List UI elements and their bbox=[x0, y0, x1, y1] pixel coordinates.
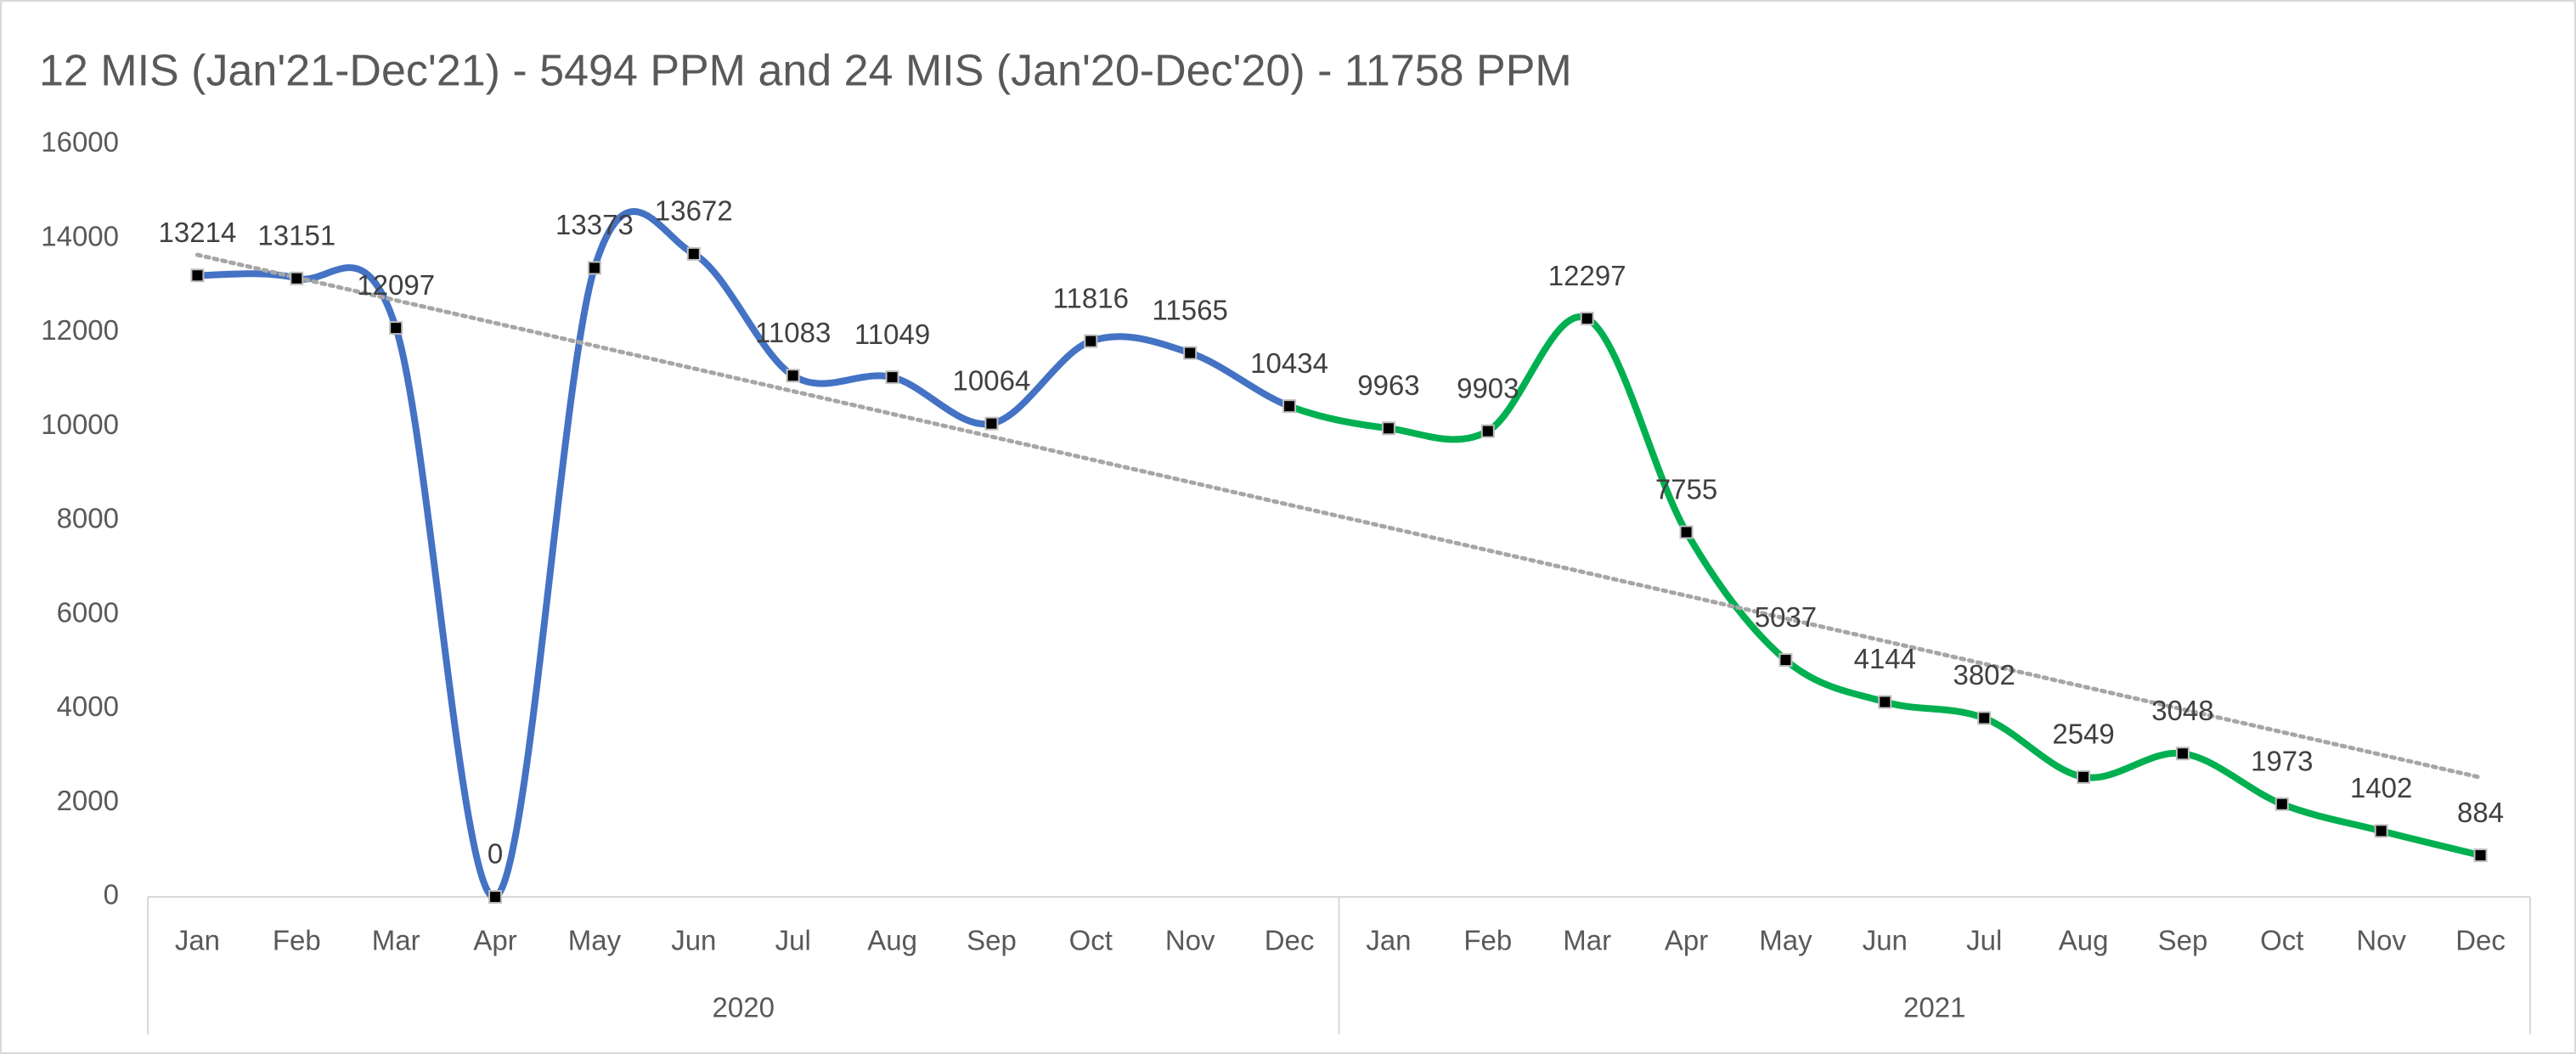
marker bbox=[190, 268, 205, 283]
data-label: 11049 bbox=[854, 318, 930, 350]
marker bbox=[1183, 346, 1198, 360]
x-tick-label: Feb bbox=[1463, 925, 1512, 956]
x-tick-label: Apr bbox=[473, 925, 516, 956]
data-label: 884 bbox=[2457, 797, 2504, 828]
marker bbox=[389, 321, 403, 335]
series-connector bbox=[1286, 403, 1392, 432]
x-tick-label: Mar bbox=[1563, 925, 1611, 956]
x-tick-label: Jul bbox=[775, 925, 811, 956]
data-label: 12097 bbox=[357, 269, 435, 301]
data-label: 12297 bbox=[1548, 260, 1626, 291]
group-label: 2021 bbox=[1903, 992, 1965, 1023]
series-line bbox=[194, 208, 1294, 900]
data-label: 11083 bbox=[755, 317, 831, 348]
data-label: 13373 bbox=[555, 209, 634, 240]
y-tick-label: 14000 bbox=[41, 220, 119, 251]
marker bbox=[1580, 312, 1594, 326]
x-tick-label: May bbox=[568, 925, 622, 956]
y-tick-label: 4000 bbox=[57, 690, 119, 722]
trendline bbox=[194, 252, 2483, 780]
x-tick-label: Oct bbox=[2260, 925, 2303, 956]
data-label: 5037 bbox=[1755, 601, 1817, 633]
data-label: 11565 bbox=[1153, 294, 1228, 325]
marker bbox=[1480, 424, 1495, 438]
marker bbox=[2473, 848, 2488, 863]
y-tick-label: 2000 bbox=[57, 785, 119, 816]
data-label: 9963 bbox=[1357, 369, 1419, 401]
data-label: 2549 bbox=[2052, 719, 2114, 750]
x-tick-label: Nov bbox=[2356, 925, 2406, 956]
marker bbox=[1778, 653, 1793, 668]
marker bbox=[1282, 399, 1297, 414]
marker bbox=[2077, 769, 2091, 784]
data-label: 10064 bbox=[953, 364, 1031, 396]
x-tick-label: Aug bbox=[867, 925, 917, 956]
data-label: 7755 bbox=[1655, 473, 1717, 504]
marker bbox=[488, 890, 503, 904]
x-tick-label: Mar bbox=[372, 925, 420, 956]
x-tick-label: Jun bbox=[671, 925, 716, 956]
x-tick-label: May bbox=[1759, 925, 1812, 956]
y-tick-label: 8000 bbox=[57, 503, 119, 534]
x-tick-label: Sep bbox=[2158, 925, 2208, 956]
x-tick-label: Apr bbox=[1665, 925, 1708, 956]
x-tick-label: Dec bbox=[1265, 925, 1315, 956]
data-label: 3802 bbox=[1953, 659, 2015, 690]
y-tick-label: 0 bbox=[104, 879, 119, 910]
data-label: 13672 bbox=[655, 195, 733, 227]
x-tick-label: Aug bbox=[2059, 925, 2109, 956]
x-tick-label: Feb bbox=[273, 925, 321, 956]
marker bbox=[885, 370, 899, 385]
marker bbox=[1977, 711, 1992, 725]
marker bbox=[2274, 797, 2289, 811]
data-label: 3048 bbox=[2151, 695, 2213, 726]
data-label: 11816 bbox=[1053, 282, 1129, 313]
marker bbox=[1679, 525, 1694, 539]
marker bbox=[786, 369, 800, 383]
marker bbox=[1878, 695, 1892, 709]
marker bbox=[984, 416, 999, 431]
x-tick-label: Oct bbox=[1069, 925, 1113, 956]
y-tick-label: 12000 bbox=[41, 314, 119, 346]
data-label: 10434 bbox=[1250, 347, 1328, 379]
data-label: 4144 bbox=[1854, 643, 1916, 674]
x-tick-label: Nov bbox=[1165, 925, 1215, 956]
data-label: 13214 bbox=[159, 217, 237, 248]
group-label: 2020 bbox=[713, 992, 775, 1023]
x-tick-label: Jan bbox=[175, 925, 220, 956]
data-label: 1973 bbox=[2251, 745, 2313, 776]
y-tick-label: 16000 bbox=[41, 127, 119, 158]
data-label: 1402 bbox=[2350, 772, 2412, 803]
x-tick-label: Jun bbox=[1863, 925, 1908, 956]
data-label: 0 bbox=[488, 838, 503, 870]
x-tick-label: Dec bbox=[2455, 925, 2506, 956]
data-label: 9903 bbox=[1457, 372, 1519, 403]
marker bbox=[2374, 824, 2388, 838]
y-tick-label: 10000 bbox=[41, 409, 119, 440]
marker bbox=[686, 246, 701, 261]
marker bbox=[1084, 334, 1098, 348]
marker bbox=[587, 261, 601, 275]
y-tick-label: 6000 bbox=[57, 596, 119, 628]
x-tick-label: Sep bbox=[967, 925, 1017, 956]
marker bbox=[290, 271, 304, 285]
marker bbox=[2175, 747, 2190, 761]
marker bbox=[1381, 421, 1395, 436]
data-label: 13151 bbox=[257, 219, 335, 251]
x-tick-label: Jan bbox=[1366, 925, 1411, 956]
chart-title: 12 MIS (Jan'21-Dec'21) - 5494 PPM and 24… bbox=[39, 47, 1572, 96]
x-tick-label: Jul bbox=[1966, 925, 2002, 956]
